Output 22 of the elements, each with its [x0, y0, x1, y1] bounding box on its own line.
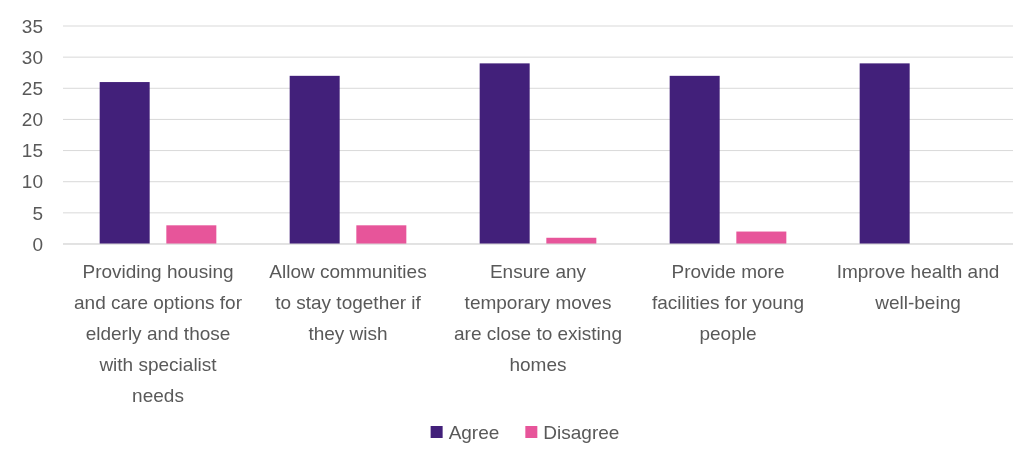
y-tick-label: 0 — [32, 233, 43, 255]
legend-label: Agree — [448, 421, 500, 443]
x-tick-label: Providing housing and care options for elderly and those with specialist needs — [74, 261, 243, 406]
x-tick-label: Provide more facilities for young people — [651, 261, 805, 344]
x-tick-label: Improve health and well-being — [836, 261, 1000, 313]
y-tick-label: 5 — [32, 202, 43, 224]
bar — [289, 75, 340, 244]
bar — [669, 75, 720, 244]
x-tick-label: Ensure any temporary moves are close to existing homes — [454, 261, 622, 375]
y-tick-label: 15 — [21, 140, 43, 162]
bar — [479, 63, 530, 244]
y-tick-label: 20 — [21, 109, 43, 131]
bar — [356, 225, 407, 244]
legend-label: Disagree — [543, 421, 620, 443]
y-tick-label: 30 — [21, 46, 43, 68]
bar — [99, 82, 150, 244]
y-tick-label: 25 — [21, 77, 43, 99]
x-tick-label: Allow communities to stay together if they wish — [269, 261, 427, 344]
bar — [166, 225, 217, 244]
y-tick-label: 35 — [21, 15, 43, 37]
bar — [859, 63, 910, 244]
y-tick-label: 10 — [21, 171, 43, 193]
